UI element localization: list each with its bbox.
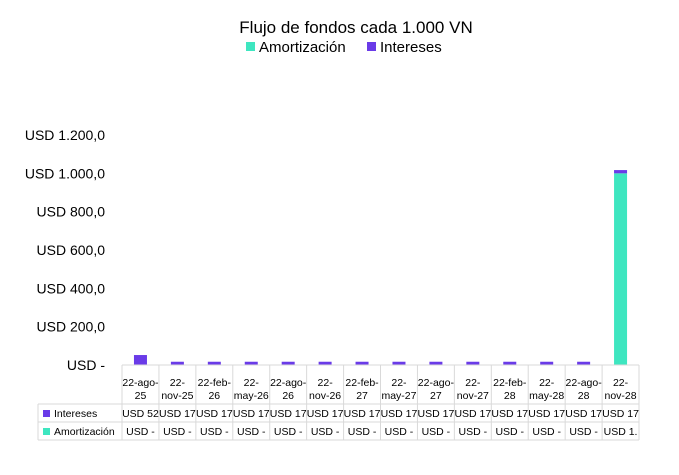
table-cell-amortizacion: USD -	[237, 426, 266, 438]
x-tick-label: 22-may-28	[529, 377, 564, 402]
table-cell-intereses: USD 17	[196, 408, 233, 420]
chart-title: Flujo de fondos cada 1.000 VN	[239, 18, 472, 37]
table-cell-intereses: USD 17	[528, 408, 565, 420]
x-tick-label: 22-feb-26	[198, 377, 232, 402]
bar-intereses	[133, 355, 147, 365]
table-cell-amortizacion: USD -	[274, 426, 303, 438]
legend-label-intereses: Intereses	[380, 39, 442, 56]
y-tick-label: USD 1.000,0	[25, 165, 105, 181]
bar-intereses	[429, 361, 443, 365]
table-row-label-intereses: Intereses	[54, 408, 97, 420]
table-cell-intereses: USD 17	[270, 408, 307, 420]
legend-label-amortizacion: Amortización	[259, 39, 346, 56]
x-tick-label: 22-ago-27	[418, 377, 455, 402]
table-cell-intereses: USD 17	[344, 408, 381, 420]
y-tick-label: USD 1.200,0	[25, 127, 105, 143]
table-legend-key-intereses	[43, 410, 50, 417]
bar-intereses	[244, 361, 258, 365]
bar-intereses	[614, 170, 628, 174]
legend-swatch-intereses	[367, 42, 376, 51]
x-tick-label: 22-ago-26	[270, 377, 307, 402]
legend-swatch-amortizacion	[246, 42, 255, 51]
x-tick-label: 22-ago-28	[566, 377, 603, 402]
bar-intereses	[281, 361, 295, 365]
bar-intereses	[392, 361, 406, 365]
table-legend-key-amortizacion	[43, 428, 50, 435]
bar-intereses	[170, 361, 184, 365]
x-tick-label: 22-feb-28	[493, 377, 527, 402]
table-cell-intereses: USD 17	[307, 408, 344, 420]
table-cell-intereses: USD 17	[602, 408, 639, 420]
table-cell-intereses: USD 52	[122, 408, 159, 420]
table-cell-intereses: USD 17	[159, 408, 196, 420]
table-cell-amortizacion: USD -	[385, 426, 414, 438]
x-tick-label: 22-nov-25	[161, 377, 193, 402]
table-cell-amortizacion: USD -	[348, 426, 377, 438]
y-tick-label: USD 800,0	[37, 204, 106, 220]
bar-amortizacion	[614, 173, 628, 365]
x-tick-label: 22-nov-26	[309, 377, 341, 402]
y-tick-label: USD 400,0	[37, 280, 106, 296]
x-tick-label: 22-nov-27	[457, 377, 489, 402]
table-cell-amortizacion: USD -	[569, 426, 598, 438]
bar-intereses	[355, 361, 369, 365]
y-tick-label: USD 600,0	[37, 242, 106, 258]
table-cell-amortizacion: USD -	[495, 426, 524, 438]
bar-intereses	[540, 361, 554, 365]
y-tick-label: USD 200,0	[37, 319, 106, 335]
x-tick-label: 22-may-27	[381, 377, 416, 402]
table-cell-amortizacion: USD -	[163, 426, 192, 438]
x-tick-label: 22-ago-25	[122, 377, 159, 402]
legend: Amortización Intereses	[246, 39, 442, 56]
table-row-label-amortizacion: Amortización	[54, 426, 115, 438]
table-cell-intereses: USD 17	[381, 408, 418, 420]
x-tick-label: 22-may-26	[234, 377, 269, 402]
bars	[133, 170, 628, 365]
table-cell-intereses: USD 17	[233, 408, 270, 420]
table-cell-intereses: USD 17	[454, 408, 491, 420]
table-cell-intereses: USD 17	[491, 408, 528, 420]
bar-intereses	[503, 361, 517, 365]
table-cell-amortizacion: USD -	[422, 426, 451, 438]
bar-intereses	[318, 361, 332, 365]
data-table: 22-ago-2522-nov-2522-feb-2622-may-2622-a…	[37, 364, 640, 441]
y-axis: USD - USD 200,0 USD 400,0 USD 600,0 USD 800,…	[25, 127, 105, 373]
bar-intereses	[577, 361, 591, 365]
x-tick-label: 22-feb-27	[345, 377, 379, 402]
x-tick-label: 22-nov-28	[605, 377, 637, 402]
table-cell-amortizacion: USD -	[532, 426, 561, 438]
bar-intereses	[207, 361, 221, 365]
bar-intereses	[466, 361, 480, 365]
table-cell-amortizacion: USD -	[311, 426, 340, 438]
table-cell-amortizacion: USD 1.	[604, 426, 638, 438]
table-cell-amortizacion: USD -	[126, 426, 155, 438]
y-tick-label: USD -	[67, 357, 105, 373]
table-cell-intereses: USD 17	[418, 408, 455, 420]
table-cell-amortizacion: USD -	[200, 426, 229, 438]
table-cell-amortizacion: USD -	[459, 426, 488, 438]
table-cell-intereses: USD 17	[565, 408, 602, 420]
